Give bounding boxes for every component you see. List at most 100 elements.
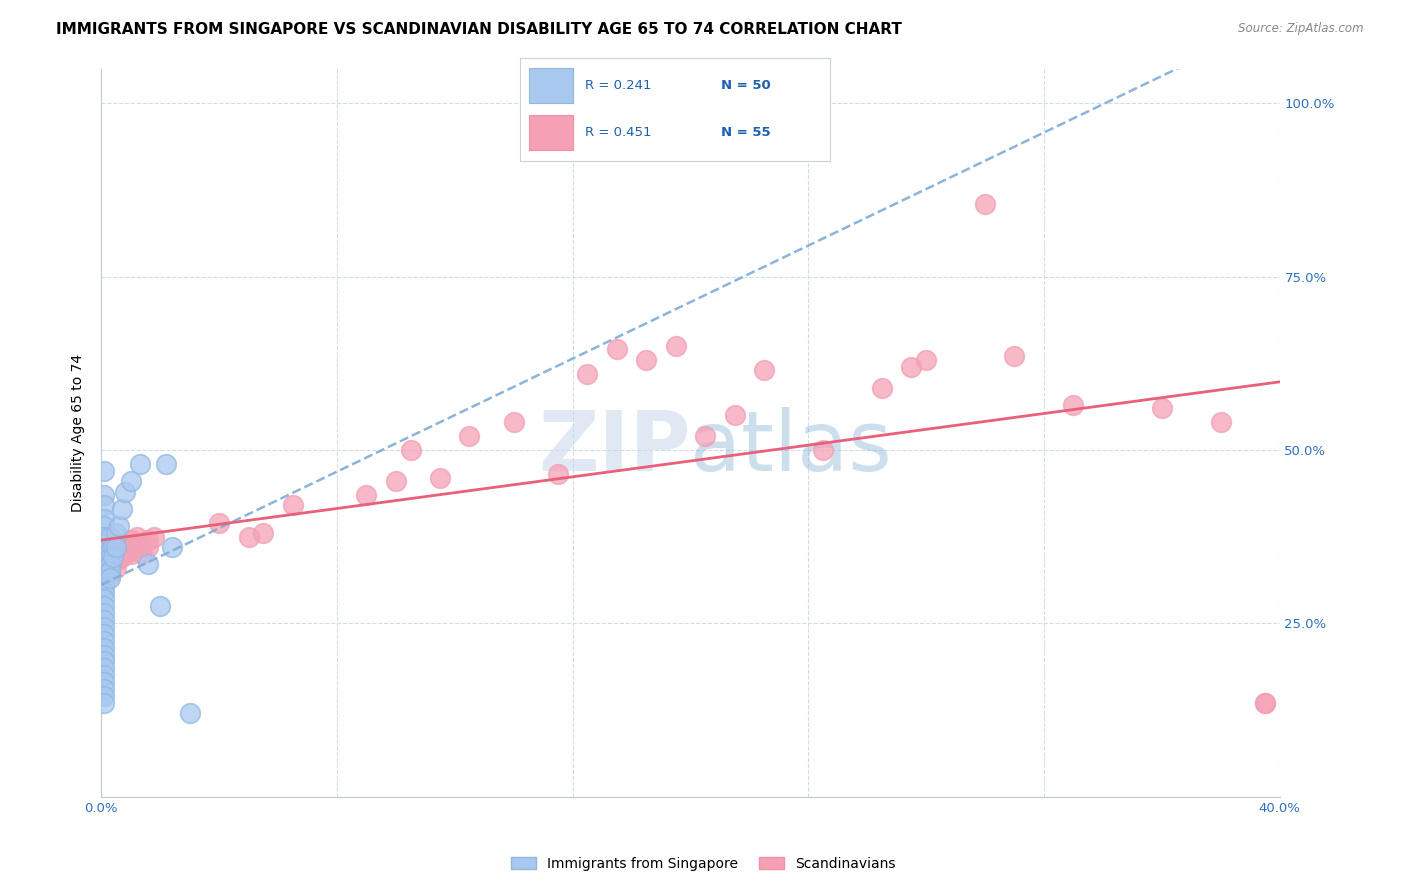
Point	[93, 543, 115, 558]
Point	[1062, 398, 1084, 412]
Point	[93, 536, 115, 550]
Point	[104, 543, 127, 558]
FancyBboxPatch shape	[530, 115, 572, 150]
Point	[93, 661, 115, 675]
Point	[93, 682, 115, 697]
Point	[1209, 415, 1232, 429]
Point	[122, 536, 145, 550]
Point	[98, 554, 121, 568]
Point	[723, 409, 745, 423]
Point	[104, 554, 127, 568]
Point	[93, 689, 115, 703]
Point	[636, 352, 658, 367]
Point	[93, 564, 115, 578]
Point	[93, 530, 115, 544]
Point	[1254, 696, 1277, 710]
Point	[125, 530, 148, 544]
Point	[93, 543, 115, 558]
Point	[160, 540, 183, 554]
Point	[252, 526, 274, 541]
Text: atlas: atlas	[690, 407, 893, 488]
Text: Source: ZipAtlas.com: Source: ZipAtlas.com	[1239, 22, 1364, 36]
Point	[93, 571, 115, 585]
Point	[138, 558, 160, 572]
Point	[101, 554, 124, 568]
Point	[93, 675, 115, 690]
Point	[114, 484, 136, 499]
Point	[93, 599, 115, 613]
Point	[120, 474, 142, 488]
Point	[149, 599, 172, 613]
Point	[915, 352, 938, 367]
Point	[93, 613, 115, 627]
Point	[93, 488, 115, 502]
Point	[111, 550, 134, 565]
Point	[120, 533, 142, 547]
Point	[114, 547, 136, 561]
Point	[131, 547, 153, 561]
Y-axis label: Disability Age 65 to 74: Disability Age 65 to 74	[72, 353, 86, 512]
Point	[93, 519, 115, 533]
Point	[93, 564, 115, 578]
Text: R = 0.241: R = 0.241	[585, 79, 651, 92]
Point	[356, 488, 378, 502]
Point	[93, 633, 115, 648]
Point	[93, 648, 115, 662]
Point	[576, 367, 599, 381]
Point	[93, 558, 115, 572]
Point	[98, 571, 121, 585]
Point	[385, 474, 408, 488]
Point	[155, 457, 177, 471]
Point	[128, 457, 150, 471]
Text: IMMIGRANTS FROM SINGAPORE VS SCANDINAVIAN DISABILITY AGE 65 TO 74 CORRELATION CH: IMMIGRANTS FROM SINGAPORE VS SCANDINAVIA…	[56, 22, 903, 37]
Point	[93, 606, 115, 620]
Text: ZIP: ZIP	[538, 407, 690, 488]
Point	[111, 502, 134, 516]
Point	[98, 530, 121, 544]
Point	[138, 540, 160, 554]
Point	[93, 626, 115, 640]
Point	[111, 543, 134, 558]
Point	[98, 550, 121, 565]
Point	[93, 655, 115, 669]
Point	[128, 536, 150, 550]
Point	[752, 363, 775, 377]
Point	[98, 564, 121, 578]
Point	[93, 550, 115, 565]
Point	[120, 547, 142, 561]
FancyBboxPatch shape	[530, 69, 572, 103]
Point	[98, 540, 121, 554]
Point	[93, 592, 115, 607]
Point	[93, 499, 115, 513]
Point	[108, 550, 131, 565]
Point	[98, 567, 121, 582]
Point	[606, 343, 628, 357]
Point	[281, 499, 304, 513]
Point	[1002, 349, 1025, 363]
Point	[502, 415, 524, 429]
Point	[93, 550, 115, 565]
Legend: Immigrants from Singapore, Scandinavians: Immigrants from Singapore, Scandinavians	[505, 851, 901, 876]
Point	[93, 585, 115, 599]
Point	[1150, 401, 1173, 416]
Point	[114, 540, 136, 554]
Point	[98, 558, 121, 572]
Point	[104, 561, 127, 575]
Point	[665, 339, 688, 353]
Point	[93, 464, 115, 478]
Point	[93, 620, 115, 634]
Point	[93, 558, 115, 572]
Point	[693, 429, 716, 443]
Point	[811, 442, 834, 457]
Text: N = 55: N = 55	[721, 127, 770, 139]
Point	[98, 547, 121, 561]
Point	[458, 429, 481, 443]
Point	[93, 696, 115, 710]
Point	[138, 533, 160, 547]
Point	[101, 550, 124, 565]
Point	[93, 578, 115, 592]
Point	[125, 540, 148, 554]
Point	[120, 540, 142, 554]
Point	[93, 668, 115, 682]
Text: R = 0.451: R = 0.451	[585, 127, 651, 139]
